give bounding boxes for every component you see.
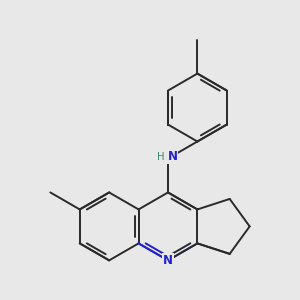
Text: N: N bbox=[167, 151, 178, 164]
Text: H: H bbox=[157, 152, 164, 162]
Text: N: N bbox=[163, 254, 173, 267]
